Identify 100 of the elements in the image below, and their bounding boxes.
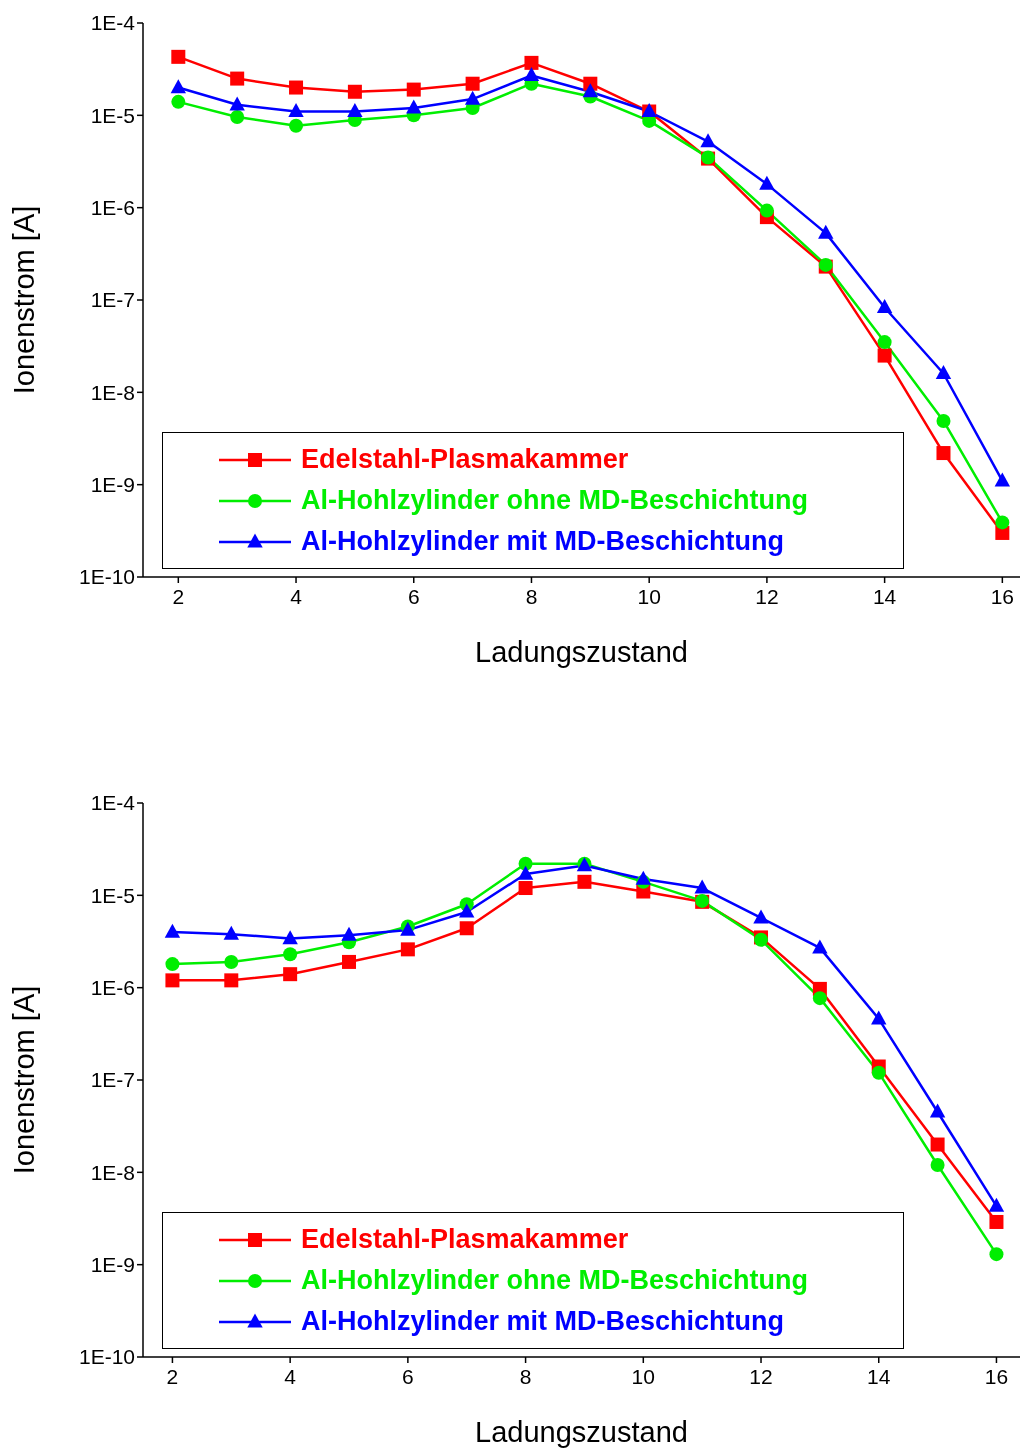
x-tick-label: 14 — [867, 1364, 891, 1388]
x-axis-title: Ladungszustand — [475, 1416, 688, 1448]
y-tick-label: 1E-7 — [90, 1068, 135, 1092]
x-tick-label: 6 — [402, 1364, 414, 1388]
y-axis-title: Ionenstrom [A] — [8, 985, 41, 1175]
point — [936, 413, 951, 428]
point — [577, 874, 592, 889]
point — [753, 909, 769, 924]
x-tick-label: 16 — [990, 584, 1015, 608]
x-tick-label: 2 — [166, 1364, 179, 1388]
point — [517, 865, 534, 880]
x-tick-label: 8 — [525, 584, 538, 608]
x-axis-title: Ladungszustand — [475, 636, 688, 668]
point — [289, 118, 304, 133]
point — [876, 299, 893, 314]
point — [165, 957, 180, 972]
y-tick-label: 1E-10 — [78, 565, 135, 589]
y-tick-label: 1E-9 — [90, 1253, 135, 1277]
point — [930, 1158, 945, 1173]
point — [700, 133, 716, 148]
point — [170, 79, 187, 94]
point — [812, 939, 828, 954]
legend-label: Al-Hohlzylinder ohne MD-Beschichtung — [301, 1265, 809, 1296]
point — [400, 942, 415, 957]
point — [818, 224, 834, 239]
point — [464, 90, 481, 105]
point — [171, 94, 186, 109]
y-tick-label: 1E-4 — [90, 791, 136, 815]
point — [341, 926, 357, 941]
point — [523, 67, 540, 82]
y-tick-label: 1E-8 — [90, 1160, 135, 1184]
point — [995, 515, 1010, 530]
point — [812, 991, 827, 1006]
x-tick-label: 12 — [755, 584, 779, 608]
legend-label: Al-Hohlzylinder mit MD-Beschichtung — [301, 1306, 785, 1337]
x-tick-label: 6 — [407, 584, 420, 608]
point — [165, 973, 180, 988]
x-tick-label: 2 — [172, 584, 185, 608]
point — [230, 71, 245, 86]
point — [282, 930, 298, 945]
x-tick-label: 16 — [984, 1364, 1009, 1388]
point — [935, 365, 952, 380]
y-axis-title: Ionenstrom [A] — [8, 205, 41, 395]
point — [459, 921, 474, 936]
y-tick-label: 1E-6 — [90, 196, 135, 220]
y-tick-label: 1E-6 — [90, 976, 135, 1000]
point — [347, 103, 363, 118]
point — [229, 96, 245, 111]
y-tick-label: 1E-5 — [90, 103, 135, 127]
point — [635, 870, 651, 885]
point — [347, 84, 362, 99]
y-tick-label: 1E-9 — [90, 473, 135, 497]
x-tick-label: 8 — [519, 1364, 532, 1388]
point — [230, 109, 245, 124]
y-tick-label: 1E-4 — [90, 11, 136, 35]
point — [459, 903, 475, 918]
point — [524, 55, 539, 70]
point — [994, 472, 1011, 487]
point — [289, 80, 304, 95]
point — [283, 947, 298, 962]
point — [871, 1065, 886, 1080]
point — [989, 1247, 1004, 1262]
point — [877, 335, 892, 350]
point — [930, 1137, 945, 1152]
point — [224, 973, 239, 988]
point — [694, 879, 710, 894]
point — [465, 76, 480, 91]
legend-label: Edelstahl-Plasmakammer — [301, 1224, 629, 1255]
x-tick-label: 4 — [290, 584, 303, 608]
point — [164, 923, 181, 938]
point — [929, 1103, 946, 1118]
point — [936, 446, 951, 461]
x-tick-label: 10 — [631, 1364, 655, 1388]
point — [518, 881, 533, 896]
point — [406, 82, 421, 97]
legend-label: Edelstahl-Plasmakammer — [301, 444, 629, 475]
point — [223, 925, 239, 940]
point — [989, 1214, 1004, 1229]
point — [288, 103, 304, 118]
point — [582, 83, 599, 98]
y-tick-label: 1E-10 — [78, 1345, 135, 1369]
y-tick-label: 1E-8 — [90, 380, 135, 404]
y-tick-label: 1E-5 — [90, 883, 135, 907]
point — [759, 175, 775, 190]
point — [871, 1010, 887, 1025]
x-tick-label: 10 — [637, 584, 661, 608]
point — [988, 1197, 1005, 1212]
point — [224, 954, 239, 969]
point — [877, 348, 892, 363]
legend-label: Al-Hohlzylinder ohne MD-Beschichtung — [301, 485, 809, 516]
legend-label: Al-Hohlzylinder mit MD-Beschichtung — [301, 526, 785, 557]
point — [759, 203, 774, 218]
x-tick-label: 4 — [284, 1364, 297, 1388]
x-tick-label: 12 — [749, 1364, 773, 1388]
x-tick-label: 14 — [872, 584, 897, 608]
y-tick-label: 1E-7 — [90, 288, 135, 312]
point — [406, 99, 422, 114]
point — [283, 967, 298, 982]
point — [342, 954, 357, 969]
point — [171, 49, 186, 64]
